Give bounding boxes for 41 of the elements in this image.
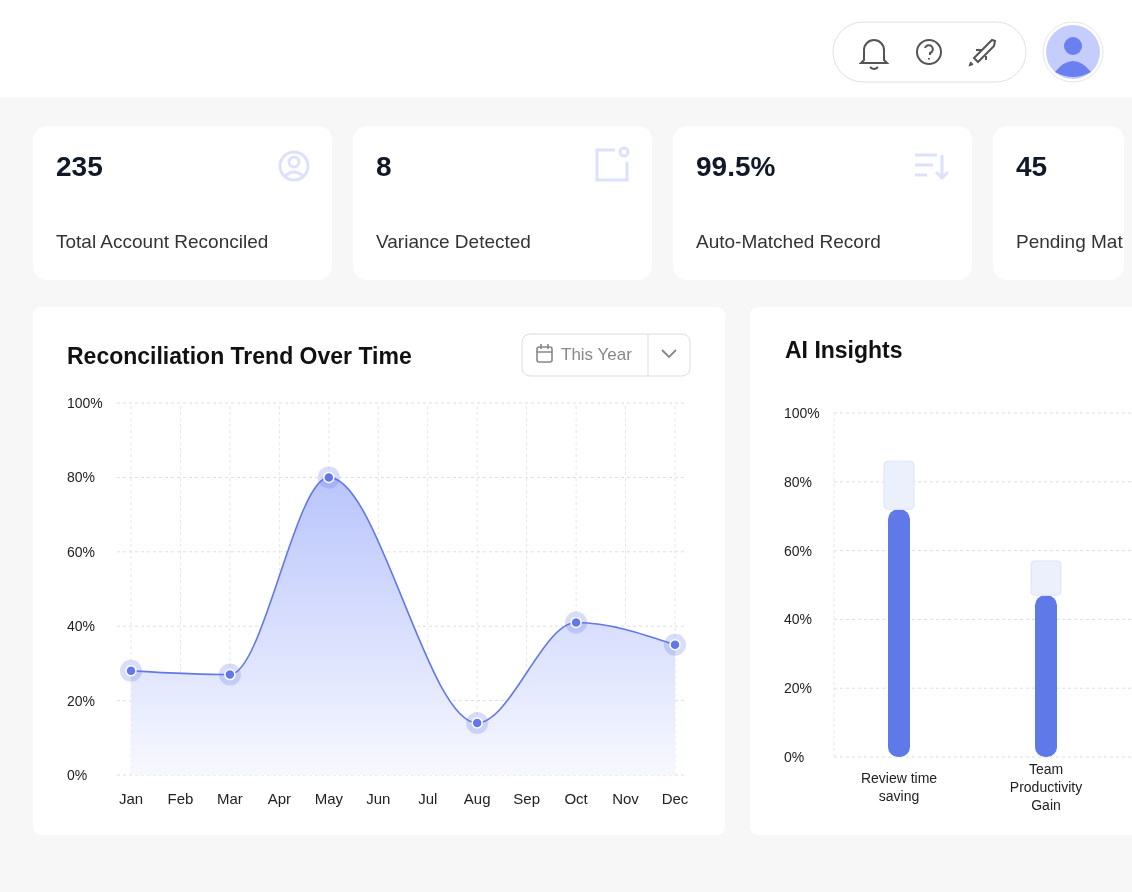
text: 235 [56,151,103,182]
y-tick-label: 80% [67,469,96,486]
y-tick-label: 40% [67,618,96,635]
x-tick-label: Mar [216,790,243,807]
chart-title: AI Insights [785,337,903,363]
bar [1030,560,1062,596]
x-tick-label: Team Productivity Gain [1009,761,1083,813]
text: Pending Mat [1016,231,1124,252]
y-tick-label: 0% [784,748,805,765]
text: 45 [1016,151,1048,182]
y-tick-label: 100% [67,394,103,411]
bar [888,509,910,757]
y-tick-label: 80% [784,473,813,490]
x-tick-label: Feb [167,790,194,807]
x-tick-label: May [314,790,344,807]
text: Total Account Reconciled [56,231,269,252]
bar [883,460,915,510]
y-tick-label: 0% [67,766,88,783]
chart-title: Reconciliation Trend Over Time [67,343,412,369]
y-tick-label: 100% [784,404,820,421]
x-tick-label: Jul [418,790,438,807]
text: Variance Detected [376,231,531,252]
x-tick-label: Oct [564,790,589,807]
y-tick-label: 20% [784,680,813,697]
x-tick-label: Jun [366,790,391,807]
x-tick-label: Nov [612,790,640,807]
y-tick-label: 60% [67,543,96,560]
x-tick-label: Dec [661,790,689,807]
x-tick-label: Review time saving [860,770,938,804]
x-tick-label: Aug [463,790,491,807]
text: 99.5% [696,151,776,182]
y-tick-label: 20% [67,692,96,709]
x-tick-label: Jan [118,790,144,807]
text: Auto-Matched Record [696,231,881,252]
text: 8 [376,151,392,182]
bar [1035,595,1057,757]
y-tick-label: 40% [784,611,813,628]
y-tick-label: 60% [784,542,813,559]
x-tick-label: Apr [267,790,292,807]
x-tick-label: Sep [513,790,540,807]
text: This Year [561,345,633,364]
